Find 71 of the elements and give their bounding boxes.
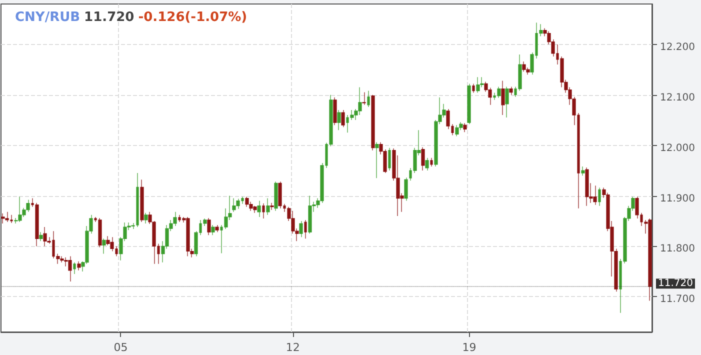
candlestick	[472, 83, 475, 94]
y-tick-label: 11.900	[660, 193, 695, 204]
candlestick	[598, 187, 601, 206]
candlestick	[18, 196, 22, 222]
ref-line-label: 11.720	[658, 278, 693, 290]
y-tick-label: 11.800	[660, 244, 695, 255]
candlestick	[648, 218, 652, 302]
candlestick	[463, 122, 467, 132]
candlestick	[375, 142, 379, 178]
candlestick	[144, 212, 148, 224]
candlestick	[430, 158, 433, 167]
y-tick-label: 12.000	[660, 142, 695, 154]
candlestick	[299, 220, 303, 238]
candlestick	[522, 61, 526, 72]
candlestick	[211, 224, 215, 236]
candlestick	[215, 224, 219, 232]
candlestick	[60, 256, 64, 263]
candlestick	[388, 148, 391, 171]
candlestick	[581, 166, 585, 176]
candlestick	[455, 124, 459, 137]
y-tick-label: 11.700	[660, 294, 695, 306]
candlestick	[43, 226, 47, 247]
candlestick	[68, 256, 72, 282]
candlestick	[270, 202, 274, 210]
candlestick	[593, 185, 597, 206]
candlestick	[476, 76, 480, 94]
y-tick-label: 12.200	[660, 42, 695, 53]
candlestick	[505, 86, 509, 118]
candlestick	[236, 198, 240, 210]
candlestick	[39, 232, 43, 242]
chart-title: CNY/RUB	[15, 10, 80, 25]
candlestick	[501, 80, 505, 116]
candlestick	[35, 202, 39, 247]
candlestick	[257, 200, 261, 218]
candlestick	[425, 158, 429, 171]
candlestick	[77, 261, 81, 271]
x-tick-label: 12	[286, 341, 300, 354]
candlestick	[232, 198, 236, 212]
candlestick	[308, 195, 312, 234]
candlestick	[140, 179, 144, 222]
candlestick	[266, 198, 270, 216]
candlestick	[585, 167, 589, 206]
candlestick	[245, 196, 249, 208]
candlestick	[73, 262, 76, 274]
annotation: 11.720	[84, 10, 134, 25]
candlestick	[98, 218, 102, 248]
candlestick	[102, 238, 106, 254]
candlestick	[362, 92, 366, 106]
candlestick	[186, 216, 190, 257]
candlestick	[421, 147, 425, 171]
candlestick	[467, 83, 471, 124]
candlestick	[253, 206, 257, 214]
candlestick	[274, 181, 278, 212]
x-tick-label: 05	[114, 341, 128, 354]
y-tick-label: 12.100	[660, 92, 695, 104]
candlestick	[371, 94, 375, 151]
candlestick	[509, 86, 513, 96]
candlestick	[278, 181, 282, 209]
candlestick	[404, 177, 408, 202]
candlestick	[341, 110, 345, 128]
candlestick	[333, 97, 337, 126]
candlestick	[207, 218, 211, 236]
x-tick-label: 19	[462, 341, 476, 354]
candlestick	[5, 212, 9, 222]
annotation: -0.126(-1.07%)	[138, 10, 248, 25]
candlestick	[262, 203, 265, 219]
candlestick	[367, 90, 370, 108]
candlestick	[497, 86, 501, 98]
candlestick	[1, 213, 5, 224]
candlestick	[304, 220, 307, 239]
candlestick	[337, 110, 341, 130]
